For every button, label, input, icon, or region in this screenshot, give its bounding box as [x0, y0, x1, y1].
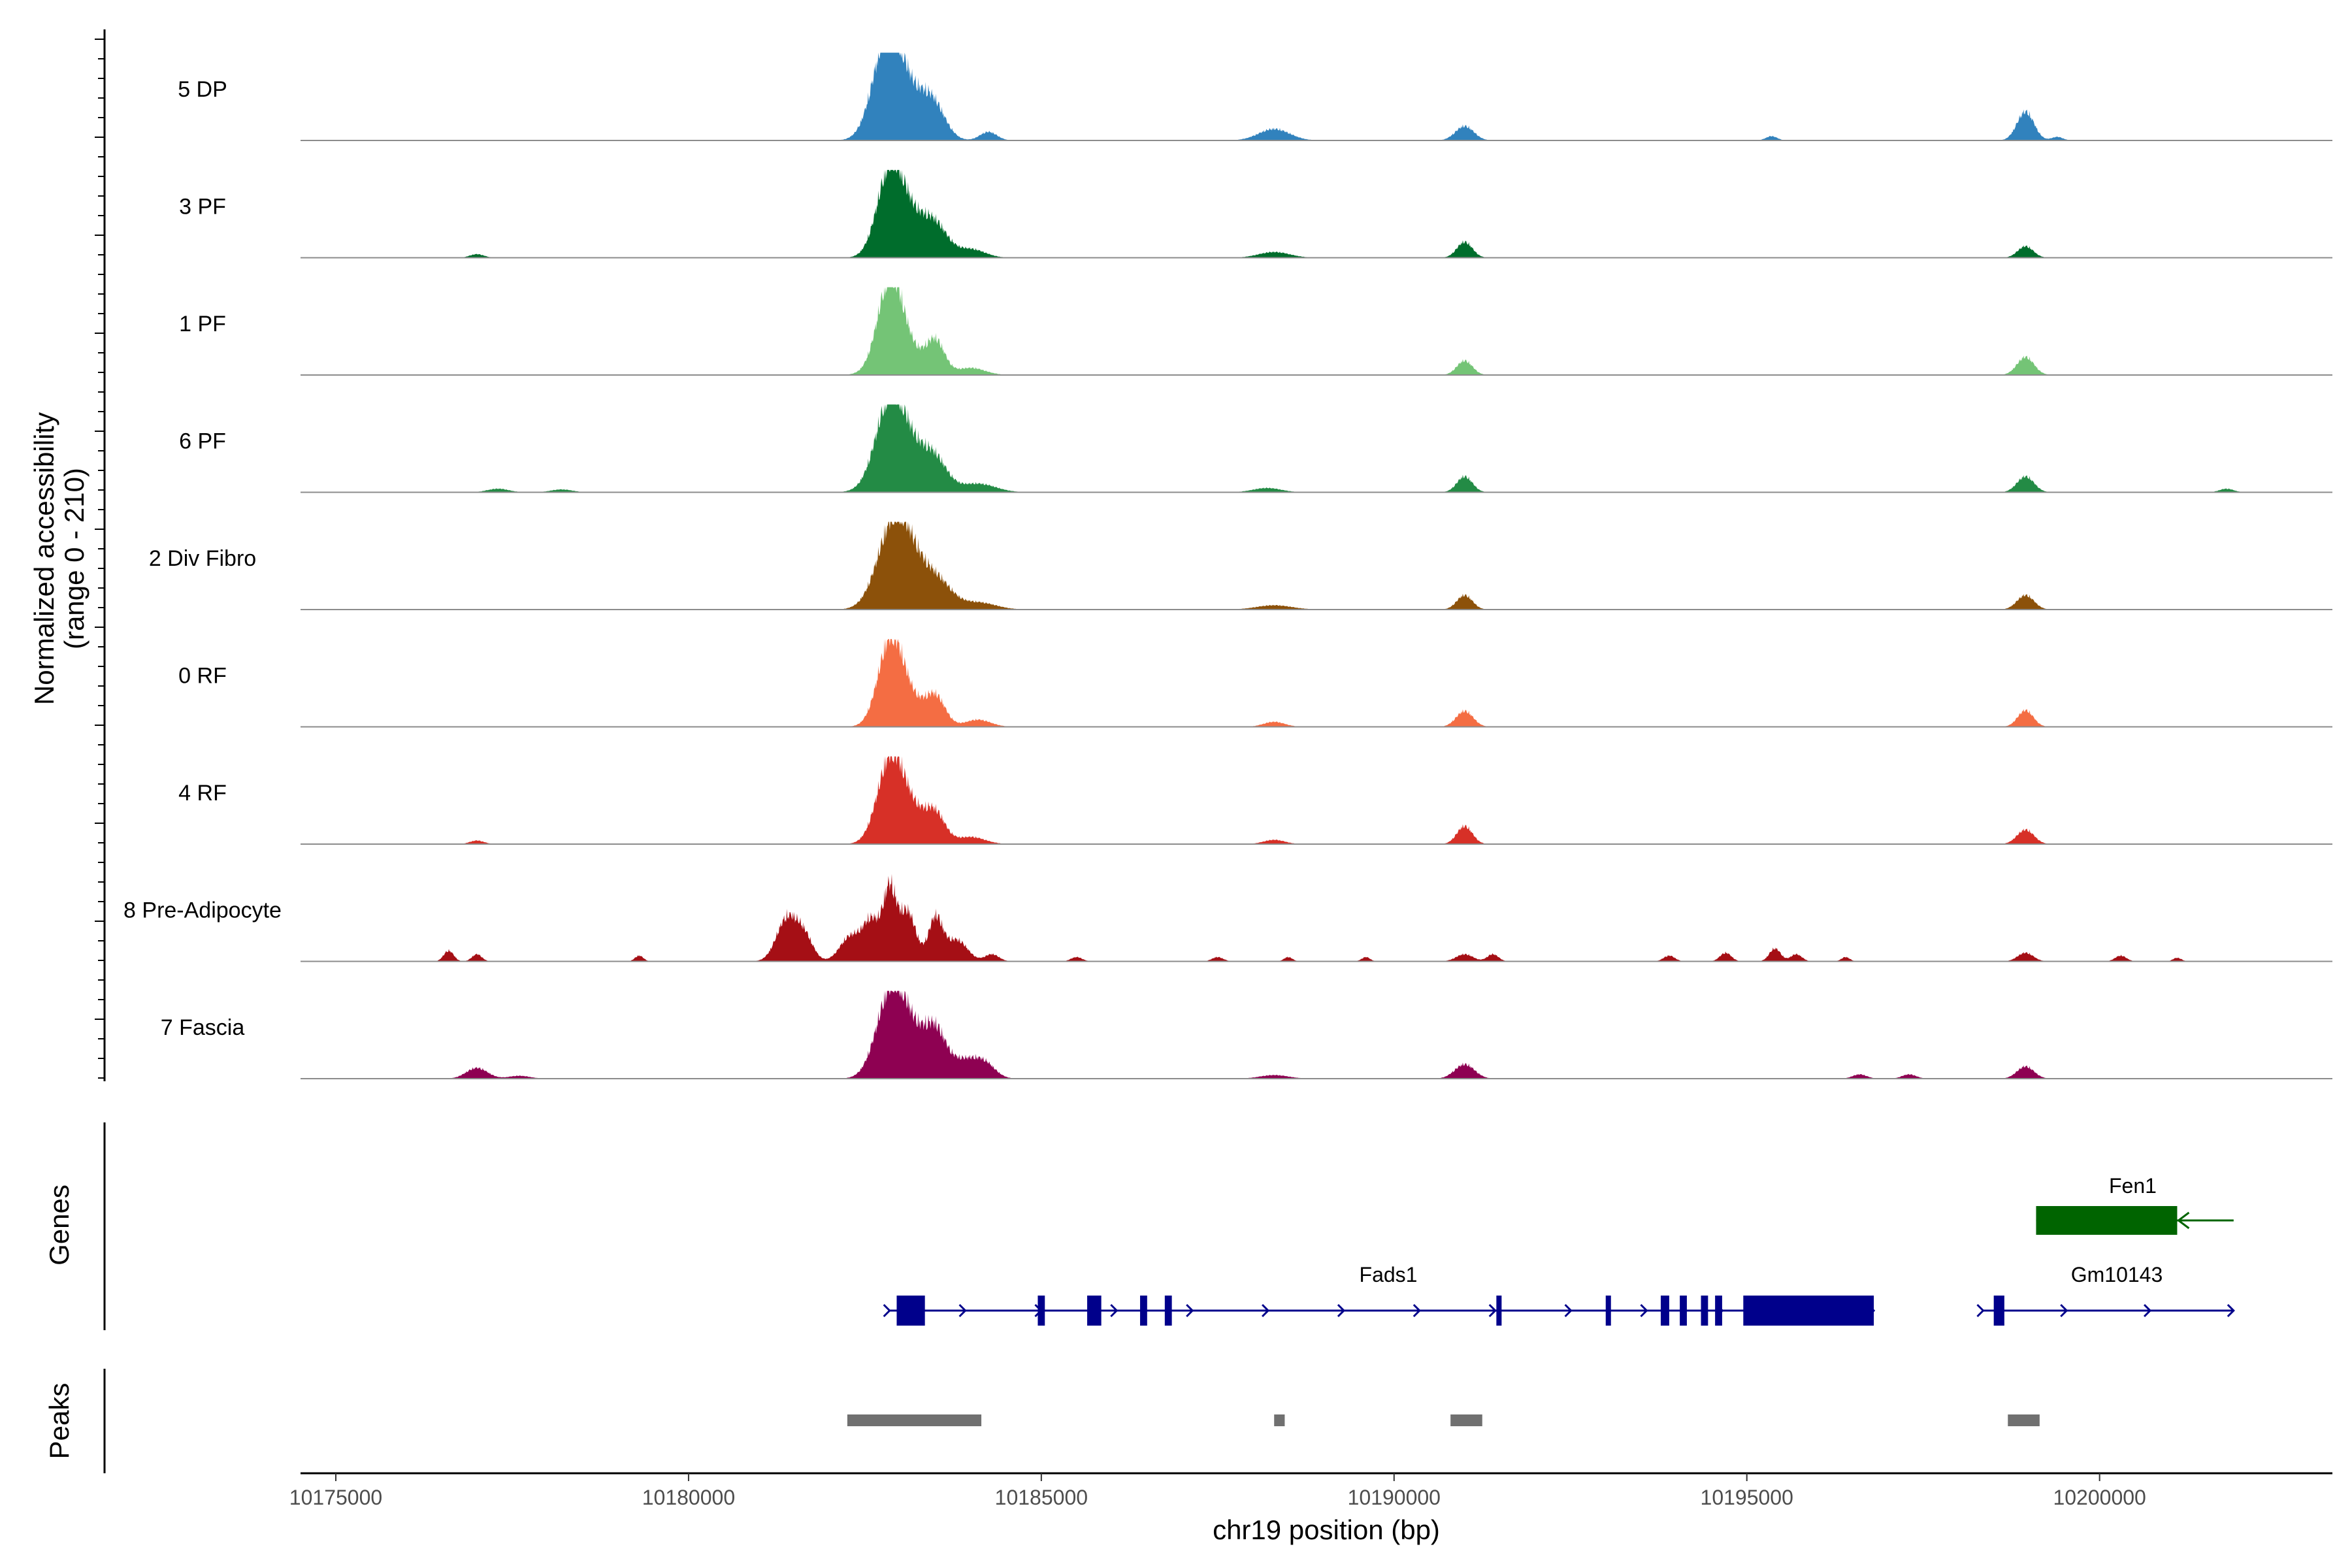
exon — [896, 1296, 925, 1326]
strand-arrow — [1413, 1303, 1421, 1318]
exon — [1993, 1296, 2004, 1326]
strand-arrow — [2060, 1303, 2068, 1318]
coverage-area — [301, 874, 2332, 962]
exon — [1715, 1296, 1722, 1326]
x-axis-ticks: 10175000 10180000 10185000 10190000 10195000… — [289, 1473, 2146, 1509]
track-label: 5 DP — [178, 77, 227, 102]
track-label: 7 Fascia — [161, 1015, 245, 1040]
track-4: 6 PF — [179, 404, 2332, 493]
exon — [1660, 1296, 1669, 1326]
strand-arrow — [1186, 1303, 1194, 1318]
exon — [1164, 1296, 1172, 1326]
exon — [1087, 1296, 1102, 1326]
strand-arrow — [883, 1303, 891, 1318]
strand-arrow — [2176, 1211, 2190, 1230]
strand-arrow — [1640, 1303, 1648, 1318]
x-tick-label: 10200000 — [2053, 1486, 2146, 1509]
peaks-panel-title: Peaks — [44, 1383, 74, 1460]
gene-label: Gm10143 — [2071, 1263, 2163, 1286]
track-label: 3 PF — [179, 195, 226, 220]
gene-gm10143: Gm10143 — [1976, 1263, 2235, 1326]
strand-arrow — [1976, 1303, 1985, 1318]
gene-fads1: Fads1 — [883, 1263, 1876, 1326]
strand-arrow — [1110, 1303, 1119, 1318]
x-tick-label: 10175000 — [289, 1486, 382, 1509]
track-8: 8 Pre-Adipocyte — [123, 874, 2332, 962]
strand-arrow — [1262, 1303, 1270, 1318]
strand-arrow — [1564, 1303, 1573, 1318]
gene-label: Fads1 — [1360, 1263, 1418, 1286]
track-3: 1 PF — [179, 287, 2332, 376]
strand-arrow — [2227, 1303, 2235, 1318]
peak-region — [1450, 1414, 1482, 1426]
gene-fen1: Fen1 — [2036, 1174, 2234, 1235]
peak-region — [1274, 1414, 1285, 1426]
track-5: 2 Div Fibro — [149, 521, 2332, 610]
exon — [2036, 1206, 2178, 1235]
track-label: 6 PF — [179, 429, 226, 454]
y-axis-title-line2: (range 0 - 210) — [59, 468, 90, 649]
y-axis-ticks — [95, 39, 105, 1079]
track-label: 4 RF — [178, 781, 227, 806]
coverage-tracks: 5 DP 3 PF 1 PF 6 PF 2 Div Fibro 0 RF 4 RF 8 Pre… — [123, 52, 2332, 1079]
strand-arrow — [2143, 1303, 2152, 1318]
strand-arrow — [1337, 1303, 1346, 1318]
exon — [1037, 1296, 1045, 1326]
x-tick-label: 10185000 — [995, 1486, 1088, 1509]
track-label: 2 Div Fibro — [149, 546, 256, 571]
strand-arrow — [1488, 1303, 1497, 1318]
exon — [1743, 1296, 1874, 1326]
track-2: 3 PF — [179, 170, 2332, 259]
peak-regions — [847, 1414, 2040, 1426]
y-axis-title-line1: Normalized accessibility — [29, 412, 59, 705]
track-label: 8 Pre-Adipocyte — [123, 898, 282, 923]
track-9: 7 Fascia — [161, 990, 2332, 1079]
track-label: 1 PF — [179, 312, 226, 336]
x-tick-label: 10190000 — [1348, 1486, 1441, 1509]
peak-region — [847, 1414, 982, 1426]
peak-region — [2008, 1414, 2040, 1426]
exon — [1680, 1296, 1687, 1326]
strand-arrow — [958, 1303, 967, 1318]
track-label: 0 RF — [178, 664, 227, 689]
exon — [1496, 1296, 1502, 1326]
gene-annotations: Fen1 Fads1 Gm10143 — [883, 1174, 2235, 1326]
exon — [1140, 1296, 1147, 1326]
track-6: 0 RF — [178, 639, 2332, 728]
x-tick-label: 10180000 — [642, 1486, 735, 1509]
exon — [1605, 1296, 1611, 1326]
track-1: 5 DP — [178, 52, 2332, 141]
track-7: 4 RF — [178, 756, 2332, 845]
gene-label: Fen1 — [2109, 1174, 2157, 1198]
exon — [1701, 1296, 1708, 1326]
x-axis-title: chr19 position (bp) — [1213, 1514, 1440, 1545]
genes-panel-title: Genes — [44, 1184, 74, 1266]
x-tick-label: 10195000 — [1701, 1486, 1793, 1509]
